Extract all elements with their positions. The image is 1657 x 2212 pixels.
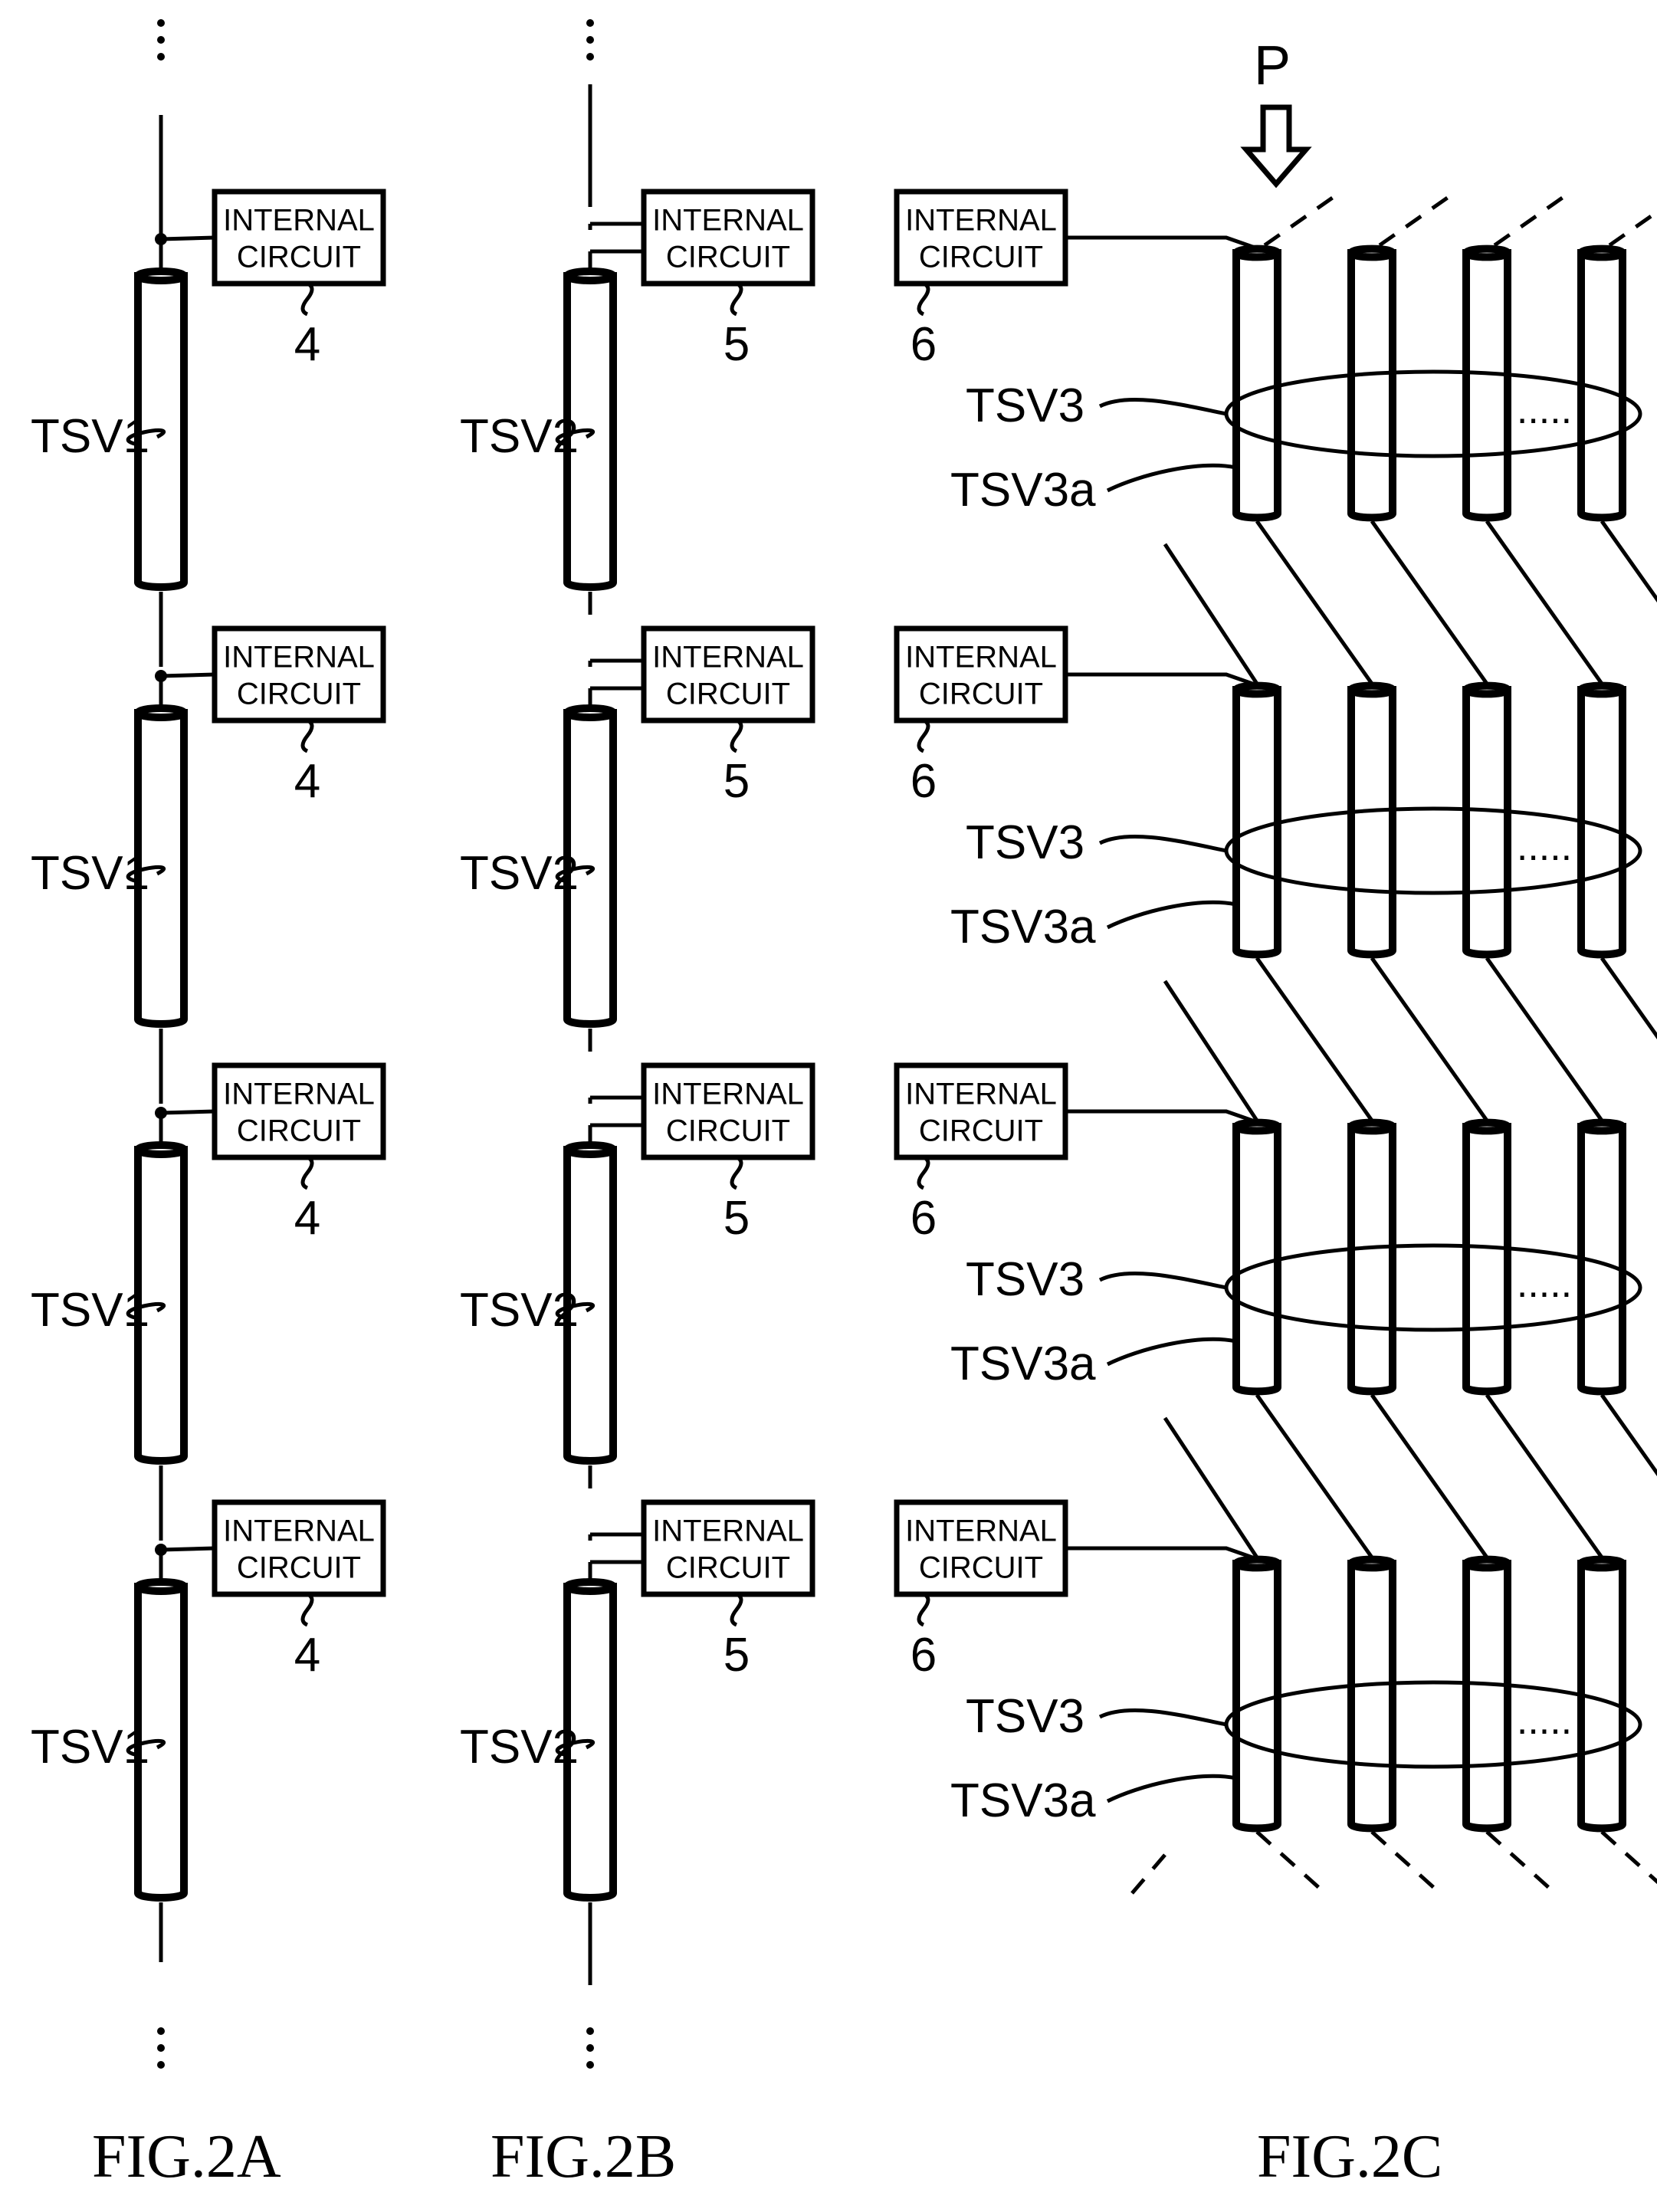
svg-text:CIRCUIT: CIRCUIT: [666, 1551, 790, 1584]
svg-text:INTERNAL: INTERNAL: [223, 1077, 375, 1111]
svg-text:CIRCUIT: CIRCUIT: [237, 240, 361, 274]
svg-text:.....: .....: [1517, 1262, 1572, 1306]
svg-text:INTERNAL: INTERNAL: [223, 1514, 375, 1547]
svg-text:6: 6: [911, 1629, 937, 1682]
svg-text:CIRCUIT: CIRCUIT: [919, 677, 1043, 711]
svg-text:6: 6: [911, 755, 937, 808]
svg-text:CIRCUIT: CIRCUIT: [919, 1551, 1043, 1584]
svg-text:5: 5: [724, 755, 750, 808]
svg-text:FIG.2B: FIG.2B: [491, 2123, 676, 2191]
svg-text:FIG.2C: FIG.2C: [1257, 2123, 1442, 2191]
svg-text:4: 4: [294, 1629, 320, 1682]
svg-text:INTERNAL: INTERNAL: [652, 1514, 804, 1547]
svg-text:CIRCUIT: CIRCUIT: [666, 240, 790, 274]
svg-text:CIRCUIT: CIRCUIT: [919, 1114, 1043, 1147]
svg-text:5: 5: [724, 1192, 750, 1245]
svg-text:TSV3: TSV3: [966, 379, 1084, 432]
svg-text:TSV3: TSV3: [966, 1690, 1084, 1743]
tsv-diagram: INTERNALCIRCUIT4TSV1INTERNALCIRCUIT4TSV1…: [0, 0, 1657, 2212]
svg-text:6: 6: [911, 1192, 937, 1245]
svg-text:TSV3a: TSV3a: [950, 1774, 1096, 1827]
svg-text:CIRCUIT: CIRCUIT: [237, 1551, 361, 1584]
svg-text:.....: .....: [1517, 825, 1572, 869]
svg-text:CIRCUIT: CIRCUIT: [666, 1114, 790, 1147]
svg-text:CIRCUIT: CIRCUIT: [666, 677, 790, 711]
svg-text:CIRCUIT: CIRCUIT: [919, 240, 1043, 274]
svg-text:FIG.2A: FIG.2A: [92, 2123, 281, 2191]
svg-text:CIRCUIT: CIRCUIT: [237, 1114, 361, 1147]
svg-text:INTERNAL: INTERNAL: [652, 203, 804, 237]
svg-text:INTERNAL: INTERNAL: [223, 640, 375, 674]
svg-text:.....: .....: [1517, 388, 1572, 432]
svg-text:TSV3: TSV3: [966, 816, 1084, 869]
svg-text:TSV3a: TSV3a: [950, 464, 1096, 517]
svg-text:INTERNAL: INTERNAL: [652, 640, 804, 674]
svg-text:4: 4: [294, 318, 320, 371]
svg-text:.....: .....: [1517, 1698, 1572, 1743]
svg-text:4: 4: [294, 755, 320, 808]
svg-text:TSV3a: TSV3a: [950, 1337, 1096, 1390]
svg-text:INTERNAL: INTERNAL: [223, 203, 375, 237]
svg-text:INTERNAL: INTERNAL: [905, 640, 1057, 674]
svg-text:CIRCUIT: CIRCUIT: [237, 677, 361, 711]
svg-text:TSV3a: TSV3a: [950, 901, 1096, 953]
svg-text:TSV3: TSV3: [966, 1253, 1084, 1306]
svg-text:INTERNAL: INTERNAL: [905, 1077, 1057, 1111]
svg-text:INTERNAL: INTERNAL: [652, 1077, 804, 1111]
svg-text:5: 5: [724, 318, 750, 371]
svg-text:6: 6: [911, 318, 937, 371]
svg-text:4: 4: [294, 1192, 320, 1245]
svg-text:INTERNAL: INTERNAL: [905, 1514, 1057, 1547]
svg-text:5: 5: [724, 1629, 750, 1682]
svg-text:INTERNAL: INTERNAL: [905, 203, 1057, 237]
svg-text:P: P: [1254, 35, 1291, 97]
